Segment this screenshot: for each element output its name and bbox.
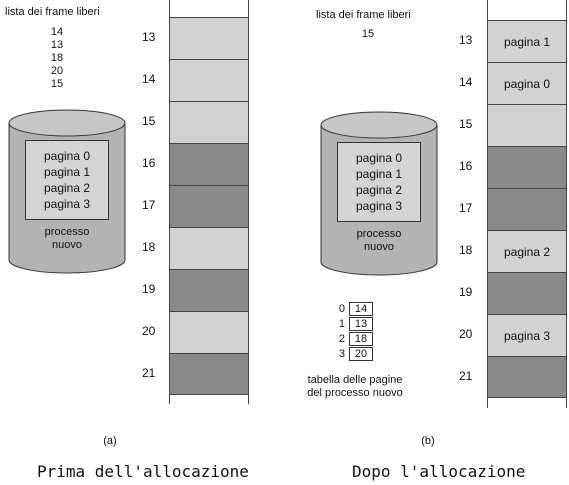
frame-number: 15 (459, 117, 473, 131)
memory-frame (170, 311, 248, 353)
frame-index: 20 (349, 347, 373, 361)
process-cylinder: pagina 0 pagina 1 pagina 2 pagina 3 processo… (320, 111, 438, 276)
frame-number: 18 (142, 240, 156, 254)
cylinder-top (320, 111, 438, 139)
memory-frame (170, 59, 248, 101)
page-index: 3 (338, 348, 345, 360)
frame-number: 14 (142, 72, 156, 86)
frame-number: 21 (459, 369, 473, 383)
process-page: pagina 2 (43, 181, 91, 195)
frame-page-label: pagina 1 (503, 34, 551, 49)
frame-number: 13 (459, 33, 473, 47)
free-frame-number: 13 (50, 39, 64, 51)
memory-frame (170, 101, 248, 143)
caption-before: Prima dell'allocazione (37, 462, 249, 481)
memory-frame (170, 227, 248, 269)
free-frame-number: 18 (50, 52, 64, 64)
memory-frame: pagina 3 (488, 314, 566, 356)
free-frame-number: 15 (361, 28, 375, 40)
frame-number: 14 (459, 75, 473, 89)
free-frame-number: 15 (50, 78, 64, 90)
memory-frame (488, 356, 566, 398)
memory-frame (170, 185, 248, 227)
memory-frame: pagina 2 (488, 230, 566, 272)
frame-index: 18 (349, 332, 373, 346)
page-table-row: 1 13 (333, 317, 373, 331)
frame-number: 21 (142, 366, 156, 380)
process-pages-box: pagina 0 pagina 1 pagina 2 pagina 3 (25, 140, 109, 220)
frame-number: 15 (142, 114, 156, 128)
frame-number: 17 (459, 201, 473, 215)
frame-number: 17 (142, 198, 156, 212)
memory-frame (170, 143, 248, 185)
sub-caption: (b) (421, 435, 435, 447)
memory-frame (488, 272, 566, 314)
memory-frame (488, 146, 566, 188)
frame-number: 19 (142, 282, 156, 296)
free-list-title: lista dei frame liberi (316, 9, 411, 21)
frame-number: 20 (142, 324, 156, 338)
free-frame-number: 20 (50, 65, 64, 77)
free-list-title: lista dei frame liberi (5, 6, 100, 18)
frame-number: 13 (142, 30, 156, 44)
memory-frame (170, 353, 248, 395)
memory-frame (170, 17, 248, 59)
page-index: 1 (338, 318, 345, 330)
page-table-row: 0 14 (333, 302, 373, 316)
frame-number: 16 (459, 159, 473, 173)
frame-page-label: pagina 3 (503, 328, 551, 343)
frame-number: 16 (142, 156, 156, 170)
memory-frame: pagina 1 (488, 20, 566, 62)
frame-index: 13 (349, 317, 373, 331)
process-label: processo nuovo (356, 228, 402, 253)
free-frame-list: 14 13 18 20 15 (36, 26, 78, 91)
page-index: 2 (338, 333, 345, 345)
frame-page-label: pagina 2 (503, 244, 551, 259)
caption-after: Dopo l'allocazione (352, 462, 526, 481)
physical-memory: pagina 1 pagina 0 pagina 2 pagina 3 (487, 0, 567, 408)
free-frame-list: 15 (347, 28, 389, 41)
page-index: 0 (338, 303, 345, 315)
process-cylinder: pagina 0 pagina 1 pagina 2 pagina 3 processo… (8, 109, 126, 274)
free-frame-number: 14 (50, 26, 64, 38)
page-table-row: 3 20 (333, 347, 373, 361)
frame-number: 19 (459, 285, 473, 299)
sub-caption: (a) (103, 435, 117, 447)
process-page: pagina 0 (43, 149, 91, 163)
process-label: processo nuovo (44, 226, 90, 251)
cylinder-top (8, 109, 126, 137)
process-page: pagina 1 (43, 165, 91, 179)
process-page: pagina 2 (355, 183, 403, 197)
memory-frame (170, 269, 248, 311)
process-page: pagina 3 (43, 197, 91, 211)
process-pages-box: pagina 0 pagina 1 pagina 2 pagina 3 (337, 142, 421, 222)
process-page: pagina 3 (355, 199, 403, 213)
process-page: pagina 1 (355, 167, 403, 181)
frame-number: 18 (459, 243, 473, 257)
frame-index: 14 (349, 302, 373, 316)
page-table-row: 2 18 (333, 332, 373, 346)
physical-memory (169, 0, 249, 404)
frame-page-label: pagina 0 (503, 76, 551, 91)
memory-frame (488, 104, 566, 146)
process-page: pagina 0 (355, 151, 403, 165)
memory-frame (488, 188, 566, 230)
memory-frame: pagina 0 (488, 62, 566, 104)
page-table-label: tabella delle pagine del processo nuovo (307, 374, 403, 399)
frame-number: 20 (459, 327, 473, 341)
